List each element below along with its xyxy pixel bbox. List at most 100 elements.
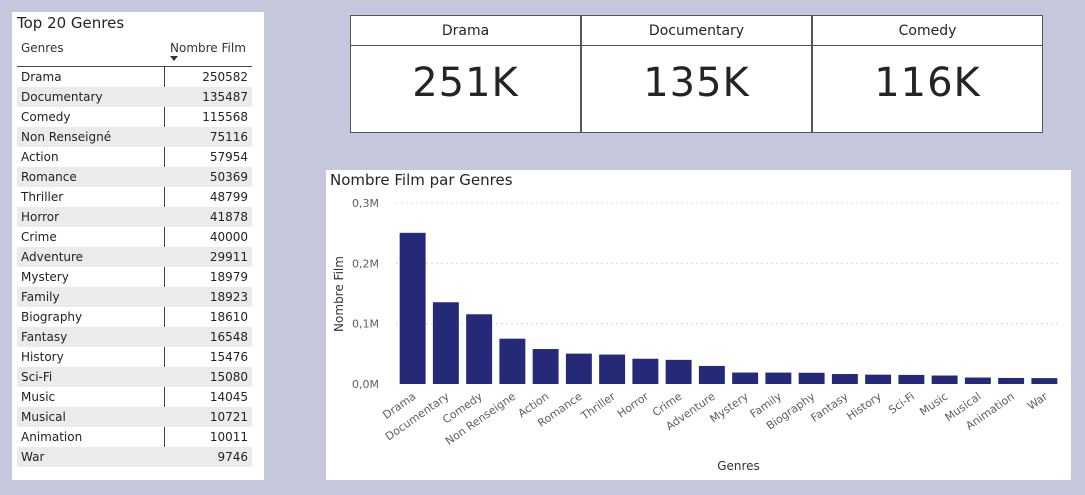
count-cell: 10011 xyxy=(209,430,248,444)
chart-canvas: 0,0M0,1M0,2M0,3MDramaDocumentaryComedyNo… xyxy=(332,197,1061,473)
bar-musical[interactable] xyxy=(964,377,991,384)
table-row[interactable]: Musical 10721 xyxy=(17,407,252,427)
kpi-label: Documentary xyxy=(582,16,811,46)
bar-mystery[interactable] xyxy=(732,372,759,384)
bar-romance[interactable] xyxy=(565,353,592,384)
sort-descending-icon[interactable] xyxy=(170,56,178,61)
bar-action[interactable] xyxy=(532,349,559,384)
genre-cell: Romance xyxy=(21,170,77,184)
table-row[interactable]: Biography 18610 xyxy=(17,307,252,327)
bar-horror[interactable] xyxy=(632,358,659,384)
genre-cell: Fantasy xyxy=(21,330,68,344)
bar-music[interactable] xyxy=(931,375,958,384)
table-row[interactable]: Animation 10011 xyxy=(17,427,252,447)
table-row[interactable]: Non Renseigné 75116 xyxy=(17,127,252,147)
count-cell: 16548 xyxy=(209,330,248,344)
genre-cell: Non Renseigné xyxy=(21,130,112,144)
count-cell: 75116 xyxy=(209,130,248,144)
column-header-count[interactable]: Nombre Film xyxy=(170,41,246,55)
count-cell: 135487 xyxy=(202,90,248,104)
table-row[interactable]: War 9746 xyxy=(17,447,252,467)
x-tick-label: Horror xyxy=(615,390,651,421)
genre-cell: Mystery xyxy=(21,270,69,284)
table-row[interactable]: Music 14045 xyxy=(17,387,252,407)
x-tick-label: Fantasy xyxy=(808,390,851,425)
table-row[interactable]: Crime 40000 xyxy=(17,227,252,247)
table-row[interactable]: Romance 50369 xyxy=(17,167,252,187)
genre-cell: Music xyxy=(21,390,56,404)
bar-biography[interactable] xyxy=(798,372,825,384)
x-tick-label: Mystery xyxy=(707,390,751,426)
y-tick-label: 0,3M xyxy=(352,197,379,210)
count-cell: 250582 xyxy=(202,70,248,84)
bar-drama[interactable] xyxy=(399,232,426,384)
kpi-value: 135K xyxy=(643,60,750,106)
kpi-value: 116K xyxy=(874,60,981,106)
count-cell: 57954 xyxy=(209,150,248,164)
bar-comedy[interactable] xyxy=(466,314,493,384)
bar-adventure[interactable] xyxy=(698,365,725,384)
bar-family[interactable] xyxy=(765,372,792,384)
bar-war[interactable] xyxy=(1031,378,1058,384)
genre-cell: Horror xyxy=(21,210,60,224)
kpi-value: 251K xyxy=(412,60,519,106)
header-divider xyxy=(17,66,252,67)
x-tick-label: Sci-Fi xyxy=(886,390,917,417)
count-cell: 29911 xyxy=(209,250,248,264)
kpi-label: Comedy xyxy=(813,16,1042,46)
genre-cell: Thriller xyxy=(21,190,64,204)
genre-cell: Comedy xyxy=(21,110,71,124)
count-cell: 48799 xyxy=(209,190,248,204)
y-tick-label: 0,1M xyxy=(352,318,379,331)
bar-non-renseigne[interactable] xyxy=(499,338,526,384)
x-axis-title: Genres xyxy=(717,459,760,473)
table-body: Drama 250582 Documentary 135487 Comedy 115568… xyxy=(17,67,252,467)
bar-history[interactable] xyxy=(865,374,892,384)
genre-cell: Family xyxy=(21,290,60,304)
genre-cell: Adventure xyxy=(21,250,84,264)
count-cell: 14045 xyxy=(209,390,248,404)
genre-cell: Biography xyxy=(21,310,83,324)
table-row[interactable]: History 15476 xyxy=(17,347,252,367)
genre-cell: Action xyxy=(21,150,59,164)
bar-animation[interactable] xyxy=(998,377,1025,384)
table-row[interactable]: Thriller 48799 xyxy=(17,187,252,207)
bar-documentary[interactable] xyxy=(432,302,459,384)
genre-cell: Sci-Fi xyxy=(21,370,53,384)
table-row[interactable]: Family 18923 xyxy=(17,287,252,307)
chart-title: Nombre Film par Genres xyxy=(330,171,513,189)
count-cell: 115568 xyxy=(202,110,248,124)
count-cell: 18923 xyxy=(209,290,248,304)
bar-fantasy[interactable] xyxy=(831,374,858,384)
table-row[interactable]: Action 57954 xyxy=(17,147,252,167)
count-cell: 10721 xyxy=(209,410,248,424)
bar-thriller[interactable] xyxy=(599,354,626,384)
x-tick-label: History xyxy=(844,390,884,423)
table-row[interactable]: Documentary 135487 xyxy=(17,87,252,107)
x-tick-label: Thriller xyxy=(578,390,618,424)
column-header-genres[interactable]: Genres xyxy=(21,41,64,55)
bar-crime[interactable] xyxy=(665,359,692,384)
table-row[interactable]: Sci-Fi 15080 xyxy=(17,367,252,387)
table-row[interactable]: Horror 41878 xyxy=(17,207,252,227)
table-row[interactable]: Mystery 18979 xyxy=(17,267,252,287)
table-row[interactable]: Adventure 29911 xyxy=(17,247,252,267)
genre-cell: Documentary xyxy=(21,90,103,104)
count-cell: 15476 xyxy=(209,350,248,364)
genre-cell: War xyxy=(21,450,45,464)
x-tick-label: War xyxy=(1025,390,1050,413)
count-cell: 50369 xyxy=(209,170,248,184)
kpi-card-drama: Drama 251K xyxy=(350,15,581,133)
kpi-label: Drama xyxy=(351,16,580,46)
top-genres-table: Top 20 Genres Genres Nombre Film Drama 25… xyxy=(12,12,264,480)
table-row[interactable]: Drama 250582 xyxy=(17,67,252,87)
table-row[interactable]: Fantasy 16548 xyxy=(17,327,252,347)
y-tick-label: 0,2M xyxy=(352,257,379,270)
bar-sci-fi[interactable] xyxy=(898,374,925,384)
count-cell: 18979 xyxy=(209,270,248,284)
table-row[interactable]: Comedy 115568 xyxy=(17,107,252,127)
count-cell: 9746 xyxy=(217,450,248,464)
table-title: Top 20 Genres xyxy=(17,14,125,32)
genre-cell: Crime xyxy=(21,230,57,244)
kpi-card-documentary: Documentary 135K xyxy=(581,15,812,133)
